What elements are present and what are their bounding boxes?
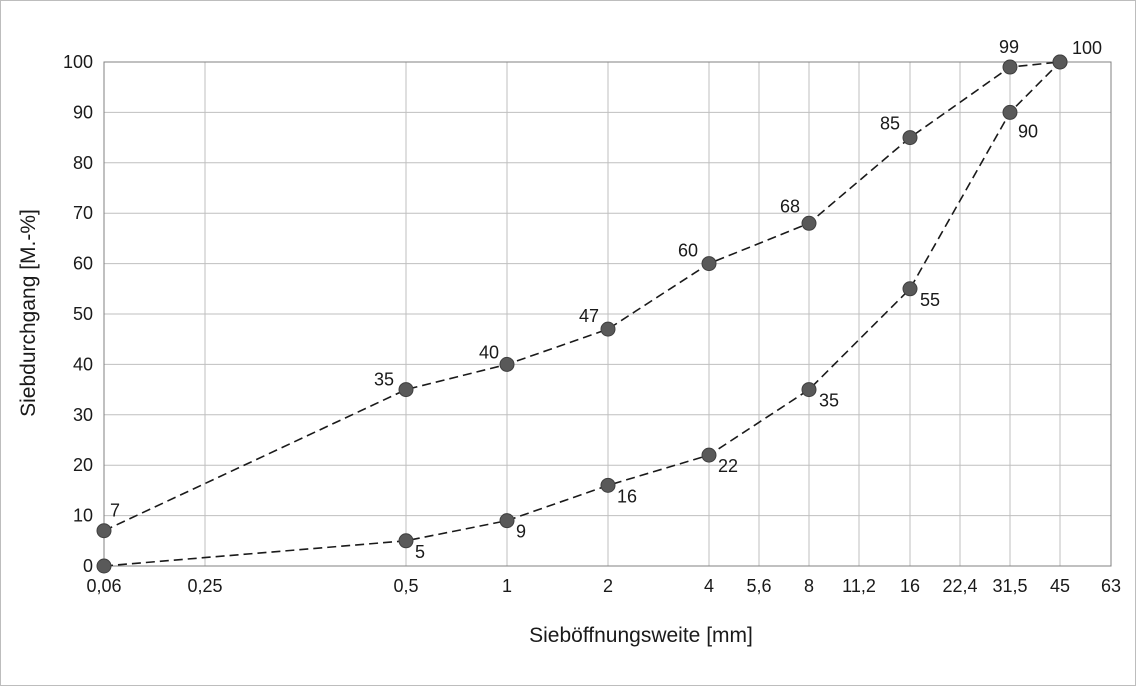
y-tick-label: 10 [73, 506, 93, 526]
series-line-1 [103, 61, 1061, 532]
y-tick-label: 60 [73, 254, 93, 274]
y-tick-label: 100 [63, 52, 93, 72]
x-tick-label: 22,4 [942, 576, 977, 596]
data-point [701, 256, 717, 272]
tick-labels: 0,06 0,25 0,5 1 2 4 5,6 8 11,2 16 22,4 31,5 45 63 0 10 2… [63, 52, 1121, 596]
data-point [801, 215, 817, 231]
y-tick-label: 80 [73, 153, 93, 173]
x-tick-label: 16 [900, 576, 920, 596]
data-point [398, 533, 414, 549]
x-tick-label: 0,06 [86, 576, 121, 596]
y-tick-label: 0 [83, 556, 93, 576]
data-point [499, 356, 515, 372]
y-tick-label: 70 [73, 203, 93, 223]
y-tick-label: 30 [73, 405, 93, 425]
x-tick-label: 45 [1050, 576, 1070, 596]
y-tick-label: 50 [73, 304, 93, 324]
x-tick-label: 2 [603, 576, 613, 596]
data-label: 100 [1072, 38, 1102, 58]
data-point [701, 447, 717, 463]
series [96, 54, 1068, 574]
data-label: 85 [880, 114, 900, 134]
data-label: 40 [479, 342, 499, 362]
data-label: 5 [415, 542, 425, 562]
data-point [96, 523, 112, 539]
x-tick-label: 11,2 [842, 576, 876, 596]
data-point [1002, 59, 1018, 75]
plot-area-border [103, 61, 1112, 567]
data-label: 7 [110, 501, 120, 521]
data-label: 47 [579, 306, 599, 326]
y-tick-label: 90 [73, 102, 93, 122]
y-axis-title: Siebdurchgang [M.-%] [17, 209, 40, 417]
data-point [1002, 104, 1018, 120]
data-label: 35 [819, 391, 839, 411]
x-tick-label: 1 [502, 576, 512, 596]
data-point [398, 382, 414, 398]
x-axis-title: Sieböffnungsweite [mm] [529, 624, 753, 647]
x-tick-label: 0,5 [393, 576, 418, 596]
data-labels: 7 35 40 47 60 68 85 99 100 5 9 16 22 35 55 90 [110, 37, 1102, 562]
y-tick-label: 20 [73, 455, 93, 475]
data-label: 90 [1018, 121, 1038, 141]
data-label: 55 [920, 290, 940, 310]
data-label: 9 [516, 522, 526, 542]
data-point [801, 382, 817, 398]
data-label: 35 [374, 370, 394, 390]
data-point [600, 321, 616, 337]
data-label: 22 [718, 456, 738, 476]
data-point [902, 130, 918, 146]
y-tick-label: 40 [73, 354, 93, 374]
data-point [96, 558, 112, 574]
data-label: 16 [617, 486, 637, 506]
data-point [499, 513, 515, 529]
data-label: 99 [999, 37, 1019, 57]
data-label: 68 [780, 196, 800, 216]
data-point [902, 281, 918, 297]
grid [103, 61, 1112, 567]
x-tick-label: 63 [1101, 576, 1121, 596]
x-tick-label: 4 [704, 576, 714, 596]
data-point [600, 477, 616, 493]
data-label: 60 [678, 241, 698, 261]
x-tick-label: 8 [804, 576, 814, 596]
x-tick-label: 31,5 [992, 576, 1027, 596]
x-tick-label: 0,25 [187, 576, 222, 596]
x-tick-label: 5,6 [746, 576, 771, 596]
data-point [1052, 54, 1068, 70]
